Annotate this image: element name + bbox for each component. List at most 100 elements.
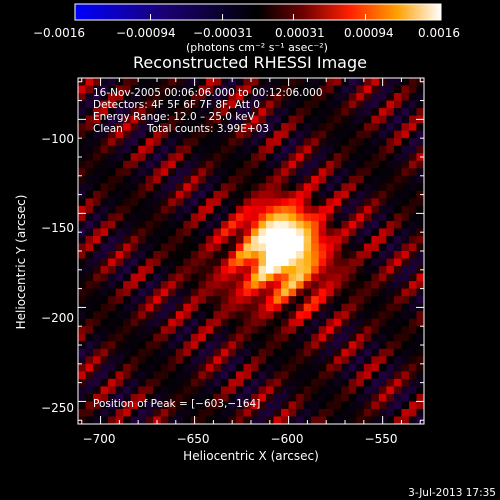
heatmap-cell xyxy=(281,318,290,327)
heatmap-cell xyxy=(123,356,132,365)
heatmap-cell xyxy=(356,408,365,418)
heatmap-cell xyxy=(220,311,230,320)
heatmap-cell xyxy=(311,333,320,342)
heatmap-cell xyxy=(138,145,147,154)
heatmap-cell xyxy=(281,273,290,282)
heatmap-cell xyxy=(160,386,169,395)
heatmap-cell xyxy=(175,363,184,372)
heatmap-cell xyxy=(303,123,312,132)
heatmap-cell xyxy=(138,160,147,169)
heatmap-cell xyxy=(235,213,245,222)
heatmap-cell xyxy=(296,153,305,162)
heatmap-cell xyxy=(205,130,214,139)
heatmap-cell xyxy=(243,153,252,162)
heatmap-cell xyxy=(273,153,282,162)
heatmap-cell xyxy=(138,130,147,139)
heatmap-cell xyxy=(326,85,335,94)
heatmap-cell xyxy=(273,416,282,424)
heatmap-cell xyxy=(228,341,237,350)
heatmap-cell xyxy=(371,228,380,237)
heatmap-cell xyxy=(333,108,342,117)
heatmap-cell xyxy=(401,266,410,275)
heatmap-cell xyxy=(348,138,357,147)
heatmap-cell xyxy=(266,220,275,230)
heatmap-cell xyxy=(326,251,335,260)
heatmap-cell xyxy=(303,145,312,154)
heatmap-cell xyxy=(348,273,357,282)
heatmap-cell xyxy=(393,160,403,169)
heatmap-cell xyxy=(145,168,154,177)
heatmap-cell xyxy=(416,311,424,320)
heatmap-cell xyxy=(220,190,230,199)
heatmap-cell xyxy=(348,85,357,94)
heatmap-cell xyxy=(145,190,154,199)
heatmap-cell xyxy=(168,160,177,169)
heatmap-cell xyxy=(333,175,342,184)
heatmap-cell xyxy=(266,251,275,260)
heatmap-cell xyxy=(213,296,222,305)
heatmap-cell xyxy=(78,251,87,260)
heatmap-cell xyxy=(258,416,267,424)
heatmap-cell xyxy=(123,311,132,320)
heatmap-cell xyxy=(288,401,297,410)
heatmap-cell xyxy=(190,220,199,230)
heatmap-cell xyxy=(228,168,237,177)
heatmap-cell xyxy=(213,326,222,335)
heatmap-cell xyxy=(168,243,177,252)
heatmap-cell xyxy=(205,198,214,207)
heatmap-cell xyxy=(220,281,230,290)
heatmap-cell xyxy=(296,281,305,290)
heatmap-cell xyxy=(326,333,335,342)
heatmap-cell xyxy=(183,416,192,424)
heatmap-cell xyxy=(183,243,192,252)
heatmap-cell xyxy=(130,288,139,297)
heatmap-cell xyxy=(93,205,102,214)
heatmap-cell xyxy=(145,100,154,109)
heatmap-cell xyxy=(85,393,94,403)
heatmap-cell xyxy=(251,205,260,214)
heatmap-cell xyxy=(190,393,199,403)
heatmap-cell xyxy=(190,145,199,154)
heatmap-cell xyxy=(220,393,230,403)
heatmap-cell xyxy=(266,326,275,335)
heatmap-cell xyxy=(378,190,387,199)
heatmap-cell xyxy=(108,401,117,410)
heatmap-cell xyxy=(168,363,177,372)
heatmap-cell xyxy=(168,168,177,177)
heatmap-cell xyxy=(333,213,342,222)
heatmap-cell xyxy=(123,78,132,87)
heatmap-cell xyxy=(393,228,403,237)
heatmap-cell xyxy=(386,100,395,109)
heatmap-cell xyxy=(78,228,87,237)
heatmap-cell xyxy=(288,318,297,327)
heatmap-cell xyxy=(326,235,335,245)
heatmap-cell xyxy=(130,235,139,245)
heatmap-cell xyxy=(273,198,282,207)
heatmap-cell xyxy=(168,348,177,357)
heatmap-cell xyxy=(108,228,117,237)
heatmap-cell xyxy=(408,326,418,335)
heatmap-cell xyxy=(85,311,94,320)
heatmap-cell xyxy=(258,123,267,132)
heatmap-cell xyxy=(416,251,424,260)
heatmap-cell xyxy=(228,213,237,222)
heatmap-cell xyxy=(175,160,184,169)
heatmap-cell xyxy=(138,78,147,87)
heatmap-cell xyxy=(288,378,297,387)
heatmap-cell xyxy=(183,205,192,214)
heatmap-cell xyxy=(251,213,260,222)
heatmap-cell xyxy=(318,408,327,418)
heatmap-cell xyxy=(93,258,102,267)
heatmap-cell xyxy=(393,130,403,139)
heatmap-cell xyxy=(183,190,192,199)
heatmap-cell xyxy=(288,205,297,214)
heatmap-cell xyxy=(348,228,357,237)
heatmap-cell xyxy=(408,363,418,372)
heatmap-cell xyxy=(78,145,87,154)
heatmap-cell xyxy=(198,243,207,252)
heatmap-cell xyxy=(115,318,124,327)
heatmap-cell xyxy=(93,281,102,290)
heatmap-cell xyxy=(386,378,395,387)
heatmap-cell xyxy=(311,160,320,169)
heatmap-cell xyxy=(258,183,267,192)
